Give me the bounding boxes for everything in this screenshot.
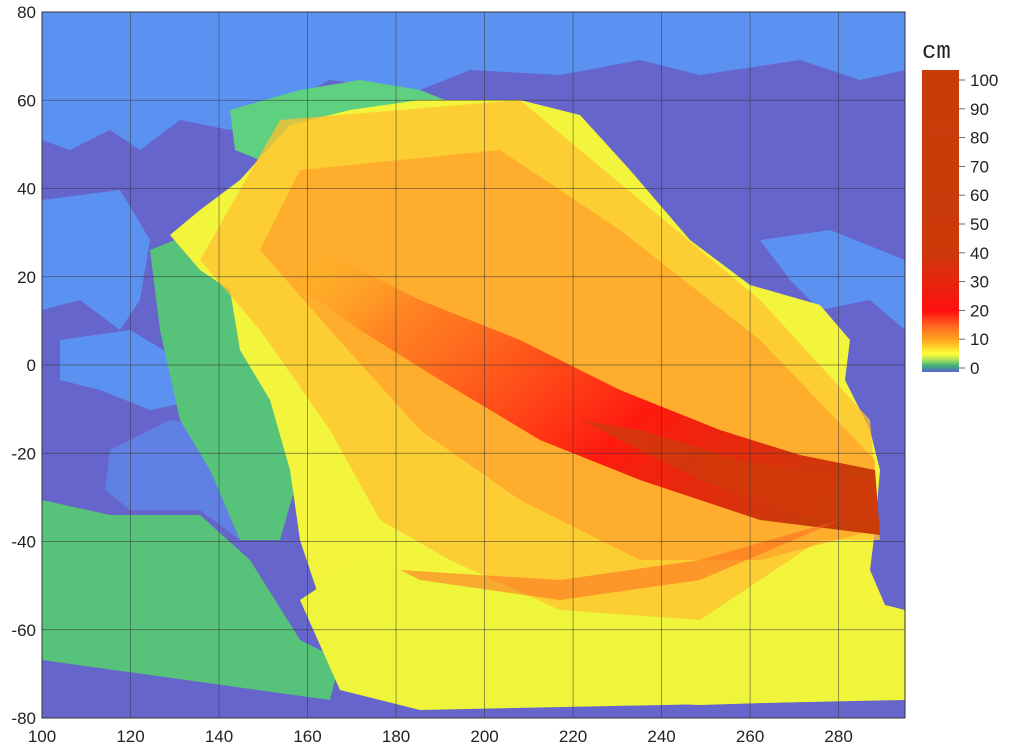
- colorbar-tick-label: 90: [970, 100, 989, 119]
- gridlines: [42, 12, 905, 718]
- land-indonesia: [60, 330, 200, 410]
- y-tick-label: 0: [27, 356, 36, 375]
- map-plot-area: [42, 12, 905, 718]
- southern-beam: [400, 520, 840, 600]
- y-tick-label: -80: [11, 709, 36, 728]
- land-americas: [760, 230, 905, 330]
- x-tick-label: 280: [824, 727, 852, 746]
- y-tick-label: 40: [17, 180, 36, 199]
- y-axis-ticks: 80 60 40 20 0 -20 -40 -60 -80: [11, 3, 36, 728]
- low-amplitude-zone-west: [150, 230, 300, 540]
- y-tick-label: -40: [11, 533, 36, 552]
- colorbar-tick-label: 10: [970, 330, 989, 349]
- y-tick-label: -20: [11, 444, 36, 463]
- colorbar-tick-label: 50: [970, 215, 989, 234]
- colorbar-tick-label: 30: [970, 273, 989, 292]
- plot-frame: [41, 11, 906, 719]
- x-tick-label: 140: [205, 727, 233, 746]
- x-tick-label: 180: [382, 727, 410, 746]
- x-tick-label: 220: [559, 727, 587, 746]
- x-tick-label: 260: [736, 727, 764, 746]
- colorbar-tick-label: 80: [970, 129, 989, 148]
- colorbar-tick-label: 40: [970, 244, 989, 263]
- land-asia: [42, 190, 150, 330]
- y-tick-label: 60: [17, 91, 36, 110]
- x-tick-label: 120: [116, 727, 144, 746]
- y-tick-label: 20: [17, 268, 36, 287]
- x-axis-ticks: 100 120 140 160 180 200 220 240 260 280: [28, 727, 853, 746]
- colorbar-tick-label: 60: [970, 186, 989, 205]
- main-energy-core: [580, 420, 878, 525]
- colorbar-tick-label: 100: [970, 71, 998, 90]
- x-tick-label: 200: [470, 727, 498, 746]
- x-tick-label: 100: [28, 727, 56, 746]
- pacific-south-yellow: [300, 560, 905, 710]
- x-tick-label: 160: [293, 727, 321, 746]
- colorbar-tick-label: 0: [970, 359, 979, 378]
- colorbar-tick-label: 70: [970, 157, 989, 176]
- x-tick-label: 240: [647, 727, 675, 746]
- y-tick-label: 80: [17, 3, 36, 22]
- low-amplitude-zone: [42, 500, 340, 700]
- colorbar-tick-label: 20: [970, 301, 989, 320]
- y-tick-label: -60: [11, 621, 36, 640]
- colorbar-title: cm: [922, 39, 951, 66]
- colorbar: [922, 70, 959, 372]
